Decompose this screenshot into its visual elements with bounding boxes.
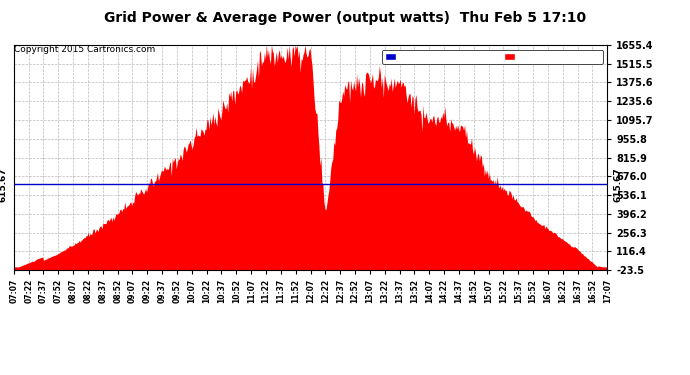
Text: 615.67: 615.67 bbox=[613, 167, 622, 202]
Text: Copyright 2015 Cartronics.com: Copyright 2015 Cartronics.com bbox=[14, 45, 155, 54]
Legend: Average  (AC Watts), Grid  (AC Watts): Average (AC Watts), Grid (AC Watts) bbox=[382, 50, 602, 64]
Text: Grid Power & Average Power (output watts)  Thu Feb 5 17:10: Grid Power & Average Power (output watts… bbox=[104, 11, 586, 25]
Text: 615.67: 615.67 bbox=[0, 167, 8, 202]
